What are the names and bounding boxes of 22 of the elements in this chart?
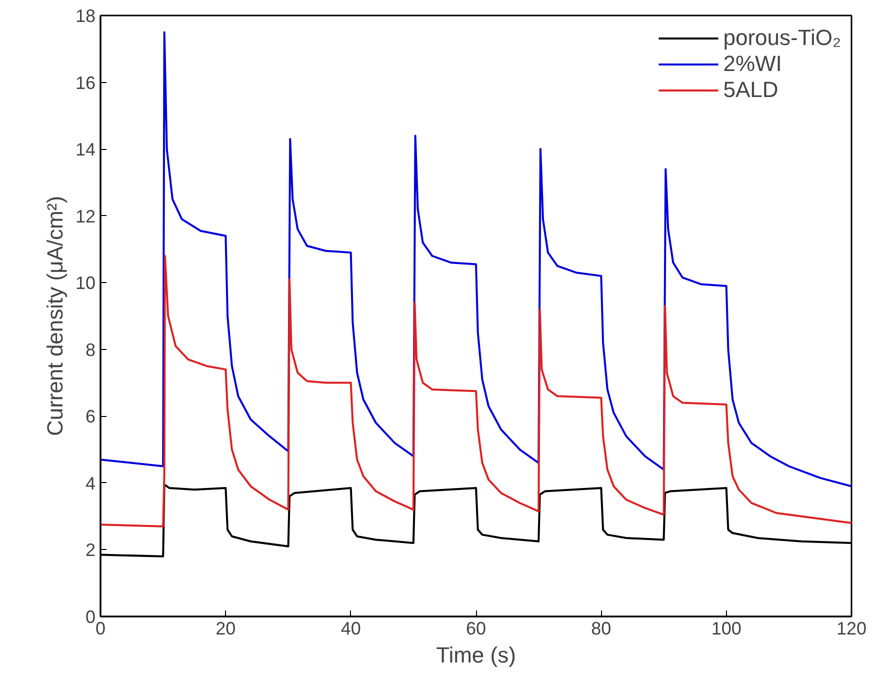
line-series <box>100 31 852 488</box>
x-tick-label: 40 <box>340 618 361 638</box>
legend-label: porous-TiO₂ <box>723 25 841 51</box>
x-tick-label: 60 <box>466 618 486 638</box>
y-axis-title: Current density (μA/cm²) <box>42 196 68 436</box>
x-tick-label: 120 <box>836 618 867 638</box>
y-tick-label: 16 <box>75 72 96 93</box>
y-tick-label: 2 <box>85 540 96 560</box>
x-tick-label: 100 <box>711 618 742 638</box>
x-tick-label: 80 <box>591 618 612 638</box>
y-tick-label: 10 <box>75 273 96 294</box>
y-tick-label: 14 <box>75 140 96 160</box>
y-tick-label: 8 <box>85 340 96 360</box>
y-tick-label: 18 <box>75 6 96 26</box>
legend-label: 5ALD <box>723 77 778 103</box>
x-axis-title: Time (s) <box>436 642 516 668</box>
x-tick-label: 20 <box>216 618 236 638</box>
y-tick-label: 12 <box>75 206 96 226</box>
y-tick-label: 6 <box>85 406 96 427</box>
legend-label: 2%WI <box>723 51 782 77</box>
y-tick-label: 4 <box>85 473 96 494</box>
line-series <box>100 254 852 528</box>
